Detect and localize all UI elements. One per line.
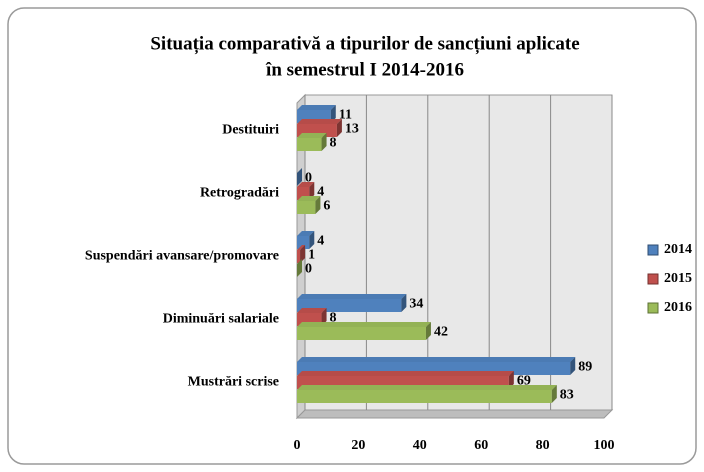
bar-face bbox=[297, 119, 342, 124]
y-tick-label: Diminuări salariale bbox=[163, 312, 279, 327]
value-label: 89 bbox=[578, 360, 592, 375]
bar-face bbox=[297, 385, 557, 390]
bar-face bbox=[297, 259, 302, 277]
legend-label: 2015 bbox=[664, 271, 692, 286]
value-label: 8 bbox=[330, 311, 337, 326]
bar bbox=[297, 168, 302, 186]
value-label: 1 bbox=[308, 248, 315, 263]
bar-face bbox=[330, 105, 336, 123]
bar-face bbox=[297, 322, 431, 327]
bar-face bbox=[297, 371, 514, 376]
bar bbox=[297, 322, 431, 340]
x-tick-label: 0 bbox=[294, 438, 301, 453]
value-label: 83 bbox=[560, 388, 574, 403]
x-tick-label: 60 bbox=[474, 438, 488, 453]
bar-face bbox=[297, 236, 310, 249]
bar-face bbox=[297, 327, 426, 340]
bar-face bbox=[297, 357, 576, 362]
chart-title: în semestrul I 2014-2016 bbox=[265, 59, 464, 80]
y-tick-label: Suspendări avansare/promovare bbox=[85, 249, 279, 264]
bar-face bbox=[297, 133, 327, 138]
value-label: 34 bbox=[409, 297, 423, 312]
legend-label: 2016 bbox=[664, 300, 692, 315]
bar-face bbox=[297, 231, 315, 236]
bar-face bbox=[321, 133, 327, 151]
bar-face bbox=[401, 294, 407, 312]
x-tick-label: 80 bbox=[536, 438, 550, 453]
value-label: 4 bbox=[317, 234, 324, 249]
bar-face bbox=[300, 245, 306, 263]
y-tick-label: Destituiri bbox=[222, 123, 279, 138]
bar-face bbox=[336, 119, 342, 137]
legend-swatch bbox=[647, 244, 659, 256]
bar-face bbox=[297, 250, 301, 263]
y-tick-label: Mustrări scrise bbox=[188, 375, 279, 390]
bar-face bbox=[297, 308, 327, 313]
bar-face bbox=[297, 390, 552, 403]
bar-face bbox=[309, 231, 315, 249]
bar-face bbox=[321, 308, 327, 326]
x-tick-label: 20 bbox=[351, 438, 365, 453]
bar bbox=[297, 231, 315, 249]
value-label: 4 bbox=[317, 185, 324, 200]
legend-swatch bbox=[647, 273, 659, 285]
x-tick-label: 100 bbox=[594, 438, 615, 453]
bar-face bbox=[309, 182, 315, 200]
bar-face bbox=[297, 182, 315, 187]
value-label: 11 bbox=[339, 108, 352, 123]
bar bbox=[297, 133, 327, 151]
legend-label: 2014 bbox=[664, 242, 692, 257]
value-label: 0 bbox=[305, 262, 312, 277]
value-label: 13 bbox=[345, 122, 359, 137]
value-label: 8 bbox=[330, 136, 337, 151]
bar-face bbox=[425, 322, 431, 340]
bar-face bbox=[297, 168, 302, 186]
bar-face bbox=[570, 357, 576, 375]
x-tick-label: 40 bbox=[413, 438, 427, 453]
bar-face bbox=[297, 294, 407, 299]
bar bbox=[297, 245, 306, 263]
value-label: 42 bbox=[434, 325, 448, 340]
value-label: 6 bbox=[323, 199, 330, 214]
bar bbox=[297, 259, 302, 277]
bar-face bbox=[297, 105, 336, 110]
bar-face bbox=[297, 201, 316, 214]
legend-swatch bbox=[647, 302, 659, 314]
bar-face bbox=[297, 245, 306, 250]
bar-face bbox=[315, 196, 321, 214]
bar-face bbox=[508, 371, 514, 389]
bar-face bbox=[297, 138, 322, 151]
chart-title: Situația comparativă a tipurilor de sanc… bbox=[150, 33, 579, 54]
y-tick-label: Retrogradări bbox=[200, 186, 279, 201]
bar-face bbox=[551, 385, 557, 403]
value-label: 69 bbox=[517, 374, 531, 389]
bar-face bbox=[297, 196, 321, 201]
bar bbox=[297, 196, 321, 214]
bar bbox=[297, 385, 557, 403]
value-label: 0 bbox=[305, 171, 312, 186]
floor bbox=[295, 409, 614, 419]
